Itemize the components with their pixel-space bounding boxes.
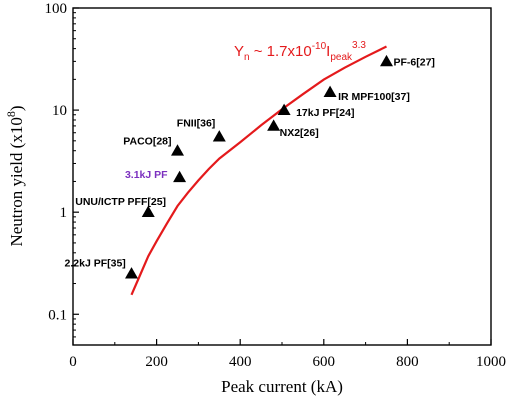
y-tick-label: 100 [45, 1, 68, 17]
x-tick-label: 200 [145, 354, 168, 370]
data-point-label: 17kJ PF[24] [296, 107, 354, 119]
data-point-marker [173, 170, 187, 183]
x-tick-label: 1000 [476, 354, 506, 370]
data-point-marker [125, 267, 139, 279]
y-tick-label: 10 [52, 103, 67, 119]
data-point-label: UNU/ICTP PFF[25] [75, 196, 166, 208]
data-point-marker [277, 103, 291, 115]
data-point-label: IR MPF100[37] [338, 91, 410, 103]
data-point-label: 3.1kJ PF [125, 169, 168, 181]
data-point-marker [141, 205, 155, 218]
fit-layer [130, 45, 387, 296]
data-point-marker [171, 144, 184, 156]
data-point-marker [212, 130, 226, 142]
x-tick-label: 800 [396, 354, 419, 370]
fit-equation: Yn ~ 1.7x10-10Ipeak3.3 [234, 40, 366, 63]
data-point-marker [380, 54, 393, 67]
y-axis-title: Neutron yield (x108) [4, 105, 26, 246]
x-tick-label: 600 [313, 354, 336, 370]
x-tick-label: 400 [229, 354, 252, 370]
data-point-label: FNII[36] [177, 118, 216, 130]
data-point-label: PF-6[27] [394, 56, 435, 68]
data-point-label: 2.2kJ PF[35] [65, 258, 126, 270]
points-layer: 2.2kJ PF[35] UNU/ICTP PFF[25] 3.1kJ PF PACO… [65, 54, 435, 279]
data-point-label: NX2[26] [280, 127, 319, 139]
x-axis-title: Peak current (kA) [221, 377, 343, 396]
data-point-marker [323, 85, 337, 97]
data-point-label: PACO[28] [123, 136, 171, 148]
fit-curve [130, 45, 387, 296]
axis-ticks: 0 200 400 600 800 1000 0.1 1 10 100 [45, 1, 507, 370]
y-tick-label: 0.1 [48, 307, 67, 323]
data-point-marker [267, 119, 281, 131]
x-tick-label: 0 [69, 354, 77, 370]
y-tick-label: 1 [60, 205, 68, 221]
